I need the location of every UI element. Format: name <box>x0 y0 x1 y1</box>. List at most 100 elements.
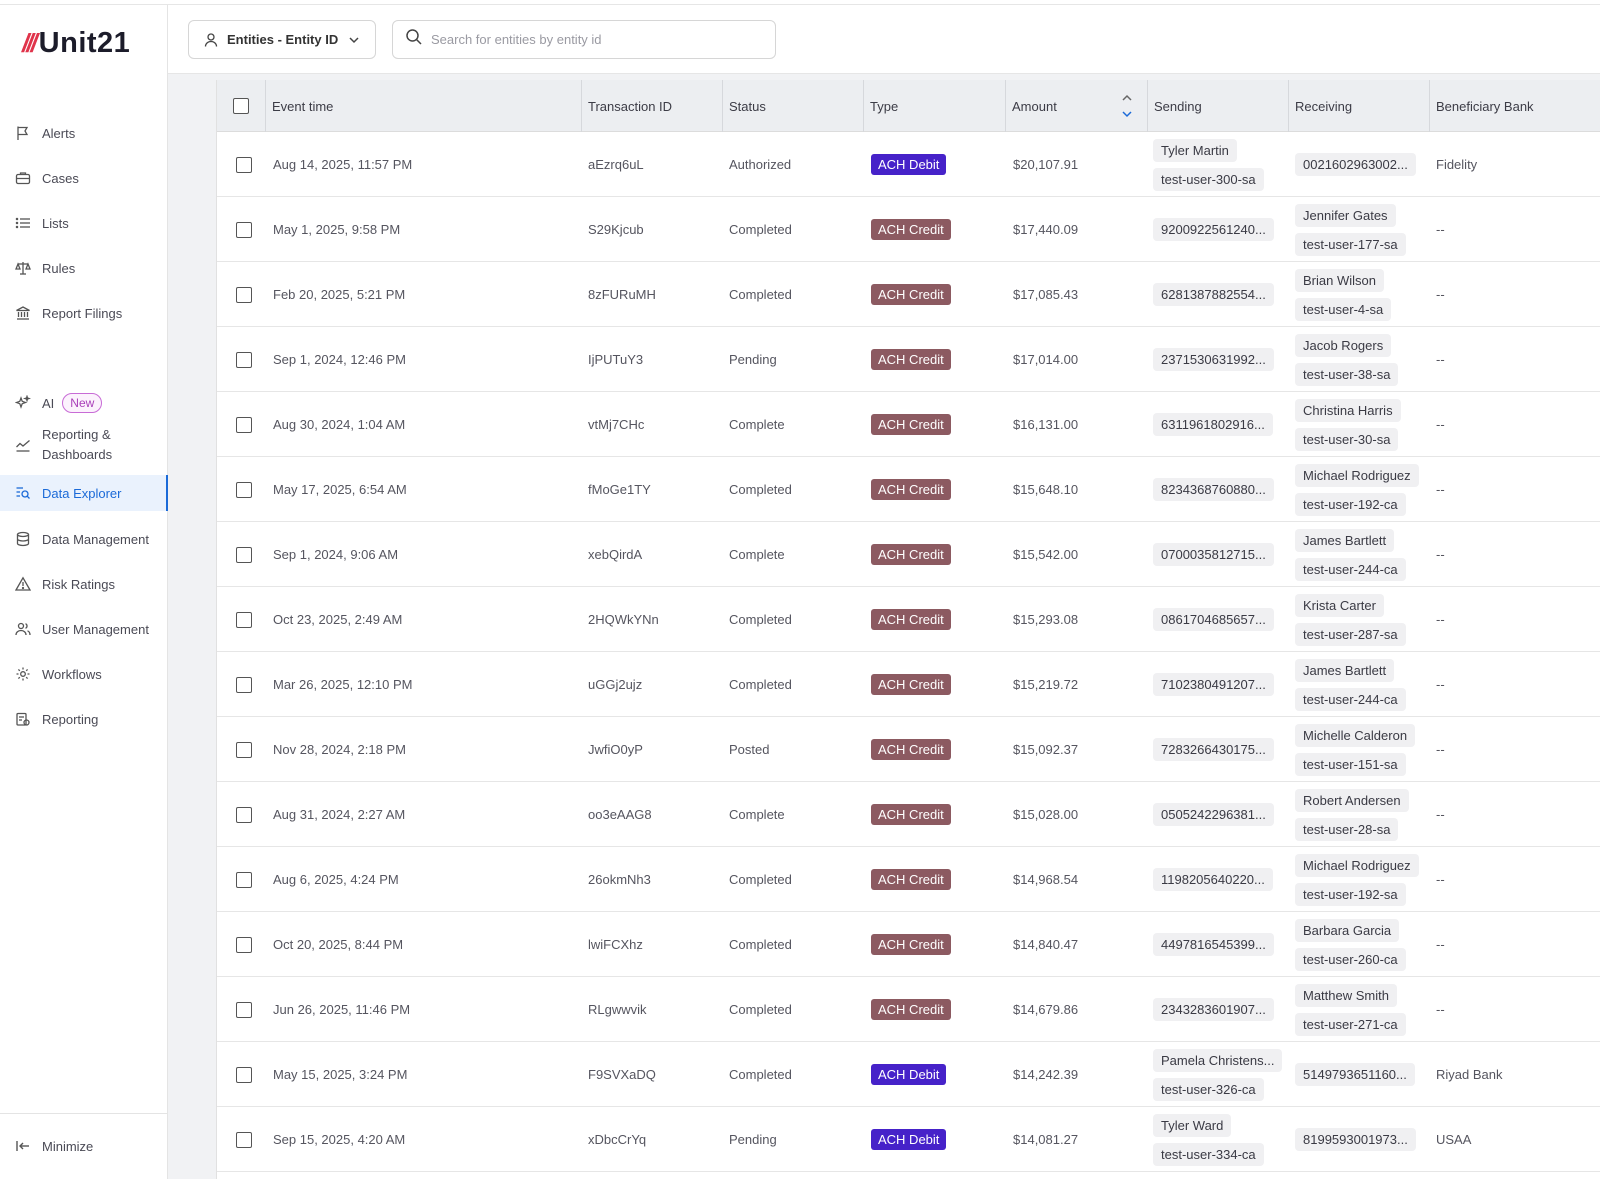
receiving-chip[interactable]: Robert Andersen <box>1295 788 1409 812</box>
sidebar-item-report-filings[interactable]: Report Filings <box>0 295 168 331</box>
receiving-chip[interactable]: 8199593001973... <box>1295 1128 1416 1151</box>
column-header-type[interactable]: Type <box>863 80 1005 132</box>
select-all-checkbox[interactable] <box>233 98 249 114</box>
sidebar-item-data-management[interactable]: Data Management <box>0 521 168 557</box>
sending-chip[interactable]: Tyler Martin <box>1153 138 1237 162</box>
table-row[interactable]: Feb 20, 2025, 5:21 PM 8zFURuMH Completed AC… <box>217 262 1600 327</box>
table-row[interactable]: Mar 26, 2025, 12:10 PM uGGj2ujz Completed A… <box>217 652 1600 717</box>
table-row[interactable]: Jun 26, 2025, 11:46 PM RLgwwvik Completed A… <box>217 977 1600 1042</box>
table-row[interactable]: Sep 1, 2024, 9:06 AM xebQirdA Complete ACH … <box>217 522 1600 587</box>
row-checkbox[interactable] <box>236 806 252 823</box>
column-header-status[interactable]: Status <box>722 80 863 132</box>
sending-chip[interactable]: 0505242296381... <box>1153 803 1274 826</box>
sending-chip[interactable]: 8234368760880... <box>1153 478 1274 501</box>
table-row[interactable]: Aug 6, 2025, 4:24 PM 26okmNh3 Completed ACH… <box>217 847 1600 912</box>
receiving-chip[interactable]: 0021602963002... <box>1295 153 1416 176</box>
sending-chip[interactable]: 6311961802916... <box>1153 413 1273 436</box>
receiving-chip[interactable]: test-user-30-sa <box>1295 427 1399 451</box>
receiving-chip[interactable]: Jacob Rogers <box>1295 333 1392 357</box>
sending-chip[interactable]: 4497816545399... <box>1153 933 1274 956</box>
receiving-chip[interactable]: Christina Harris <box>1295 398 1401 422</box>
column-header-sending[interactable]: Sending <box>1147 80 1288 132</box>
receiving-chip[interactable]: Krista Carter <box>1295 593 1384 617</box>
sending-chip[interactable]: 0700035812715... <box>1153 543 1274 566</box>
table-row[interactable]: Aug 14, 2025, 11:57 PM aEzrq6uL Authorized… <box>217 132 1600 197</box>
receiving-chip[interactable]: test-user-271-ca <box>1295 1012 1406 1036</box>
table-row[interactable]: Sep 1, 2024, 12:46 PM IjPUTuY3 Pending ACH … <box>217 327 1600 392</box>
table-row[interactable]: Oct 20, 2025, 8:44 PM lwiFCXhz Completed AC… <box>217 912 1600 977</box>
row-checkbox[interactable] <box>236 416 252 433</box>
entity-type-select[interactable]: Entities - Entity ID <box>188 20 376 59</box>
receiving-chip[interactable]: Brian Wilson <box>1295 268 1384 292</box>
sidebar-item-ai[interactable]: AI New <box>0 385 168 421</box>
column-header-transaction-id[interactable]: Transaction ID <box>581 80 722 132</box>
receiving-chip[interactable]: Michael Rodriguez <box>1295 853 1419 877</box>
sidebar-item-reporting[interactable]: Reporting & Dashboards <box>0 423 168 467</box>
sidebar-item-user-management[interactable]: User Management <box>0 611 168 647</box>
column-header-receiving[interactable]: Receiving <box>1288 80 1429 132</box>
search-input[interactable] <box>431 32 761 47</box>
receiving-chip[interactable]: 5149793651160... <box>1295 1063 1415 1086</box>
receiving-chip[interactable]: test-user-28-sa <box>1295 817 1399 841</box>
row-checkbox[interactable] <box>236 1131 252 1148</box>
receiving-chip[interactable]: test-user-244-ca <box>1295 557 1406 581</box>
receiving-chip[interactable]: test-user-38-sa <box>1295 362 1399 386</box>
sending-chip[interactable]: 9200922561240... <box>1153 218 1274 241</box>
receiving-chip[interactable]: test-user-192-ca <box>1295 492 1406 516</box>
receiving-chip[interactable]: James Bartlett <box>1295 528 1395 552</box>
row-checkbox[interactable] <box>236 676 252 693</box>
row-checkbox[interactable] <box>236 156 252 173</box>
sending-chip[interactable]: 0861704685657... <box>1153 608 1274 631</box>
receiving-chip[interactable]: test-user-4-sa <box>1295 297 1392 321</box>
sending-chip[interactable]: 2343283601907... <box>1153 998 1274 1021</box>
row-checkbox[interactable] <box>236 936 252 953</box>
sidebar-item-reporting[interactable]: Reporting <box>0 701 168 737</box>
sidebar-item-cases[interactable]: Cases <box>0 160 168 196</box>
row-checkbox[interactable] <box>236 1066 252 1083</box>
receiving-chip[interactable]: Matthew Smith <box>1295 983 1397 1007</box>
sending-chip[interactable]: 7283266430175... <box>1153 738 1274 761</box>
row-checkbox[interactable] <box>236 351 252 368</box>
sidebar-item-lists[interactable]: Lists <box>0 205 168 241</box>
sidebar-item-alerts[interactable]: Alerts <box>0 115 168 151</box>
table-row[interactable]: Aug 30, 2024, 1:04 AM vtMj7CHc Complete ACH… <box>217 392 1600 457</box>
table-row[interactable]: Nov 28, 2024, 2:18 PM JwfiO0yP Posted ACH C… <box>217 717 1600 782</box>
sending-chip[interactable]: 7102380491207... <box>1153 673 1274 696</box>
receiving-chip[interactable]: Barbara Garcia <box>1295 918 1400 942</box>
sending-chip[interactable]: Pamela Christens... <box>1153 1048 1283 1072</box>
sidebar-item-data-explorer[interactable]: Data Explorer <box>0 475 168 511</box>
row-checkbox[interactable] <box>236 871 252 888</box>
logo[interactable]: /// Unit21 <box>22 25 130 61</box>
sending-chip[interactable]: test-user-334-ca <box>1153 1142 1264 1166</box>
row-checkbox[interactable] <box>236 546 252 563</box>
table-row[interactable]: Oct 23, 2025, 2:49 AM 2HQWkYNn Completed AC… <box>217 587 1600 652</box>
sidebar-item-rules[interactable]: Rules <box>0 250 168 286</box>
sending-chip[interactable]: test-user-326-ca <box>1153 1077 1264 1101</box>
column-header-event-time[interactable]: Event time <box>265 80 581 132</box>
sending-chip[interactable]: 2371530631992... <box>1153 348 1274 371</box>
receiving-chip[interactable]: Michelle Calderon <box>1295 723 1416 747</box>
column-header-beneficiary-bank[interactable]: Beneficiary Bank <box>1429 80 1600 132</box>
table-row[interactable]: May 15, 2025, 3:24 PM F9SVXaDQ Completed AC… <box>217 1042 1600 1107</box>
minimize-button[interactable]: Minimize <box>0 1134 168 1158</box>
sort-icon[interactable] <box>1121 92 1133 123</box>
column-header-amount[interactable]: Amount <box>1005 80 1147 132</box>
sending-chip[interactable]: 6281387882554... <box>1153 283 1274 306</box>
receiving-chip[interactable]: Jennifer Gates <box>1295 203 1396 227</box>
receiving-chip[interactable]: James Bartlett <box>1295 658 1395 682</box>
table-row[interactable]: Sep 15, 2025, 4:20 AM xDbcCrYq Pending ACH … <box>217 1107 1600 1172</box>
receiving-chip[interactable]: test-user-260-ca <box>1295 947 1406 971</box>
row-checkbox[interactable] <box>236 741 252 758</box>
receiving-chip[interactable]: test-user-244-ca <box>1295 687 1406 711</box>
row-checkbox[interactable] <box>236 611 252 628</box>
row-checkbox[interactable] <box>236 221 252 238</box>
table-row[interactable]: May 17, 2025, 6:54 AM fMoGe1TY Completed AC… <box>217 457 1600 522</box>
sending-chip[interactable]: 1198205640220... <box>1153 868 1273 891</box>
receiving-chip[interactable]: test-user-192-sa <box>1295 882 1406 906</box>
table-row[interactable]: Aug 31, 2024, 2:27 AM oo3eAAG8 Complete ACH… <box>217 782 1600 847</box>
receiving-chip[interactable]: test-user-151-sa <box>1295 752 1406 776</box>
row-checkbox[interactable] <box>236 1001 252 1018</box>
sending-chip[interactable]: Tyler Ward <box>1153 1113 1232 1137</box>
row-checkbox[interactable] <box>236 481 252 498</box>
receiving-chip[interactable]: test-user-287-sa <box>1295 622 1406 646</box>
